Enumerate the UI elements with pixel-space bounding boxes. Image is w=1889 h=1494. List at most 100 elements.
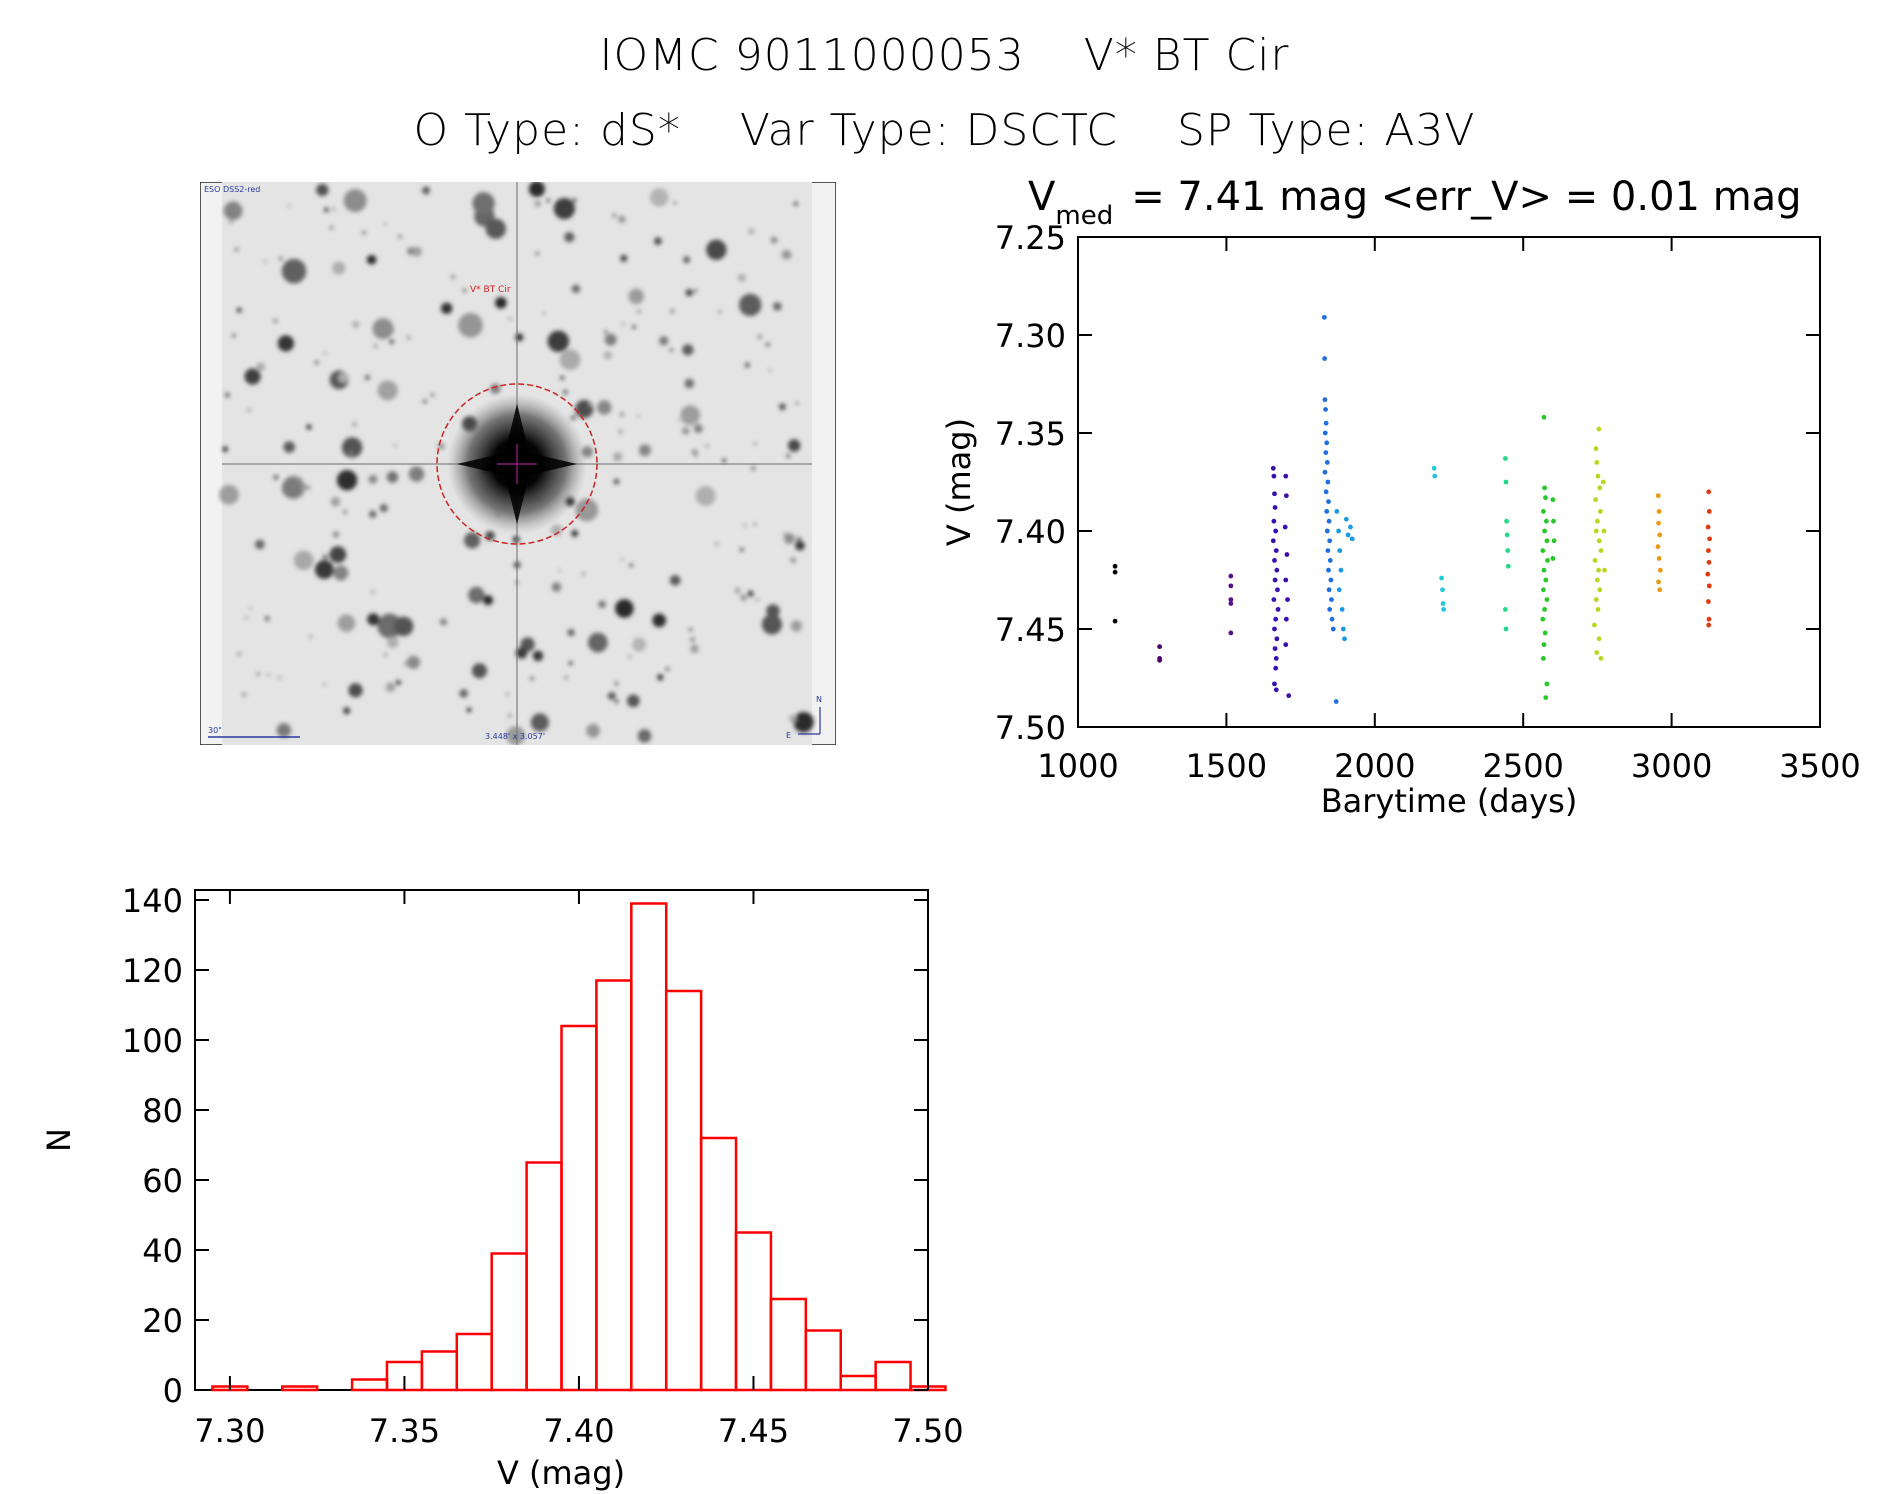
field-star	[740, 594, 747, 601]
field-star	[542, 312, 546, 316]
lc-data-point	[1343, 516, 1349, 522]
lc-data-point	[1550, 497, 1556, 503]
lc-data-point	[1324, 460, 1330, 465]
field-star	[336, 470, 358, 491]
field-star	[714, 542, 719, 546]
field-star	[614, 682, 619, 687]
lc-data-point	[1594, 650, 1600, 655]
field-star	[377, 380, 398, 401]
field-star	[787, 439, 801, 452]
field-star	[652, 613, 667, 628]
lc-data-point	[1326, 499, 1331, 504]
field-star	[753, 442, 757, 446]
lc-data-point	[1504, 532, 1510, 538]
field-star	[618, 215, 626, 224]
lc-data-point	[1544, 597, 1550, 602]
field-star	[293, 550, 314, 571]
lc-data-point	[1157, 657, 1163, 663]
field-star	[607, 691, 616, 701]
field-star	[793, 201, 799, 207]
lc-data-point	[1592, 558, 1598, 563]
lc-data-point	[1342, 636, 1347, 642]
lc-data-point	[1656, 579, 1661, 585]
field-star	[225, 392, 230, 398]
lc-data-point	[1334, 509, 1340, 514]
lc-data-point	[1545, 558, 1550, 563]
field-star	[506, 726, 526, 745]
lc-data-point	[1272, 491, 1277, 497]
field-star	[789, 714, 797, 723]
lc-title: Vmed = 7.41 mag <err_V> = 0.01 mag	[1028, 174, 1802, 231]
field-star	[482, 595, 494, 606]
star-name: V* BT Cir	[1083, 30, 1290, 81]
lc-data-point	[1543, 577, 1549, 583]
hist-y-tick-label: 60	[142, 1162, 183, 1200]
lc-data-point	[1228, 601, 1234, 606]
field-star	[598, 600, 606, 609]
lc-data-point	[1542, 485, 1547, 491]
lc-data-point	[1273, 656, 1279, 661]
lc-data-point	[1329, 616, 1335, 622]
lc-data-point	[1706, 616, 1712, 622]
lc-data-point	[1272, 577, 1278, 583]
field-star	[332, 531, 339, 538]
lc-data-point	[1432, 473, 1438, 479]
field-star	[657, 674, 664, 681]
field-star	[273, 474, 279, 480]
field-star	[772, 302, 782, 311]
field-star	[276, 723, 292, 738]
field-star	[323, 351, 327, 355]
field-star	[739, 547, 744, 552]
field-star	[690, 636, 696, 643]
field-star	[571, 284, 581, 294]
field-star	[464, 532, 481, 549]
lc-data-point	[1273, 687, 1279, 693]
lc-data-point	[1595, 607, 1601, 612]
hist-y-axis-label: N	[40, 1128, 78, 1152]
lc-data-point	[1503, 479, 1509, 485]
lc-data-point	[1598, 656, 1604, 661]
lc-y-tick-label: 7.30	[995, 317, 1066, 355]
hist-bar	[490, 1252, 528, 1392]
field-star	[682, 344, 694, 356]
lc-data-point	[1541, 567, 1547, 573]
lc-data-point	[1336, 587, 1342, 593]
field-star	[236, 651, 242, 657]
field-star	[466, 707, 472, 713]
hist-x-tick-label: 7.50	[892, 1412, 963, 1450]
lc-data-point	[1706, 489, 1712, 495]
hist-x-axis-label: V (mag)	[497, 1454, 625, 1492]
field-star	[406, 655, 421, 669]
lc-data-point	[1505, 563, 1511, 569]
field-star	[272, 318, 278, 324]
lc-data-point	[1596, 636, 1602, 642]
field-star	[790, 557, 796, 563]
field-star	[383, 222, 387, 226]
lc-data-point	[1274, 636, 1280, 642]
lc-data-point	[1271, 597, 1277, 602]
field-star	[277, 675, 282, 680]
field-star	[613, 478, 620, 485]
field-star	[694, 289, 698, 293]
field-star	[677, 419, 681, 423]
hist-y-tick-label: 40	[142, 1232, 183, 1270]
lc-x-tick-label: 3000	[1631, 747, 1712, 785]
lc-data-point	[1601, 528, 1607, 534]
field-star	[352, 422, 357, 426]
field-star	[322, 682, 327, 687]
spectral-type: SP Type: A3V	[1177, 105, 1476, 156]
hist-bar	[281, 1385, 319, 1392]
hist-x-tick-label: 7.40	[543, 1412, 614, 1450]
lc-data-point	[1542, 528, 1547, 534]
lc-data-point	[1595, 577, 1600, 583]
field-star	[613, 452, 623, 462]
field-star	[458, 312, 483, 338]
lc-data-point	[1326, 567, 1331, 573]
field-star	[379, 504, 388, 513]
field-star	[783, 532, 787, 536]
lc-data-point	[1339, 607, 1345, 612]
field-star	[309, 635, 313, 639]
field-star	[621, 322, 625, 326]
field-star	[349, 451, 353, 455]
field-star	[751, 466, 755, 470]
